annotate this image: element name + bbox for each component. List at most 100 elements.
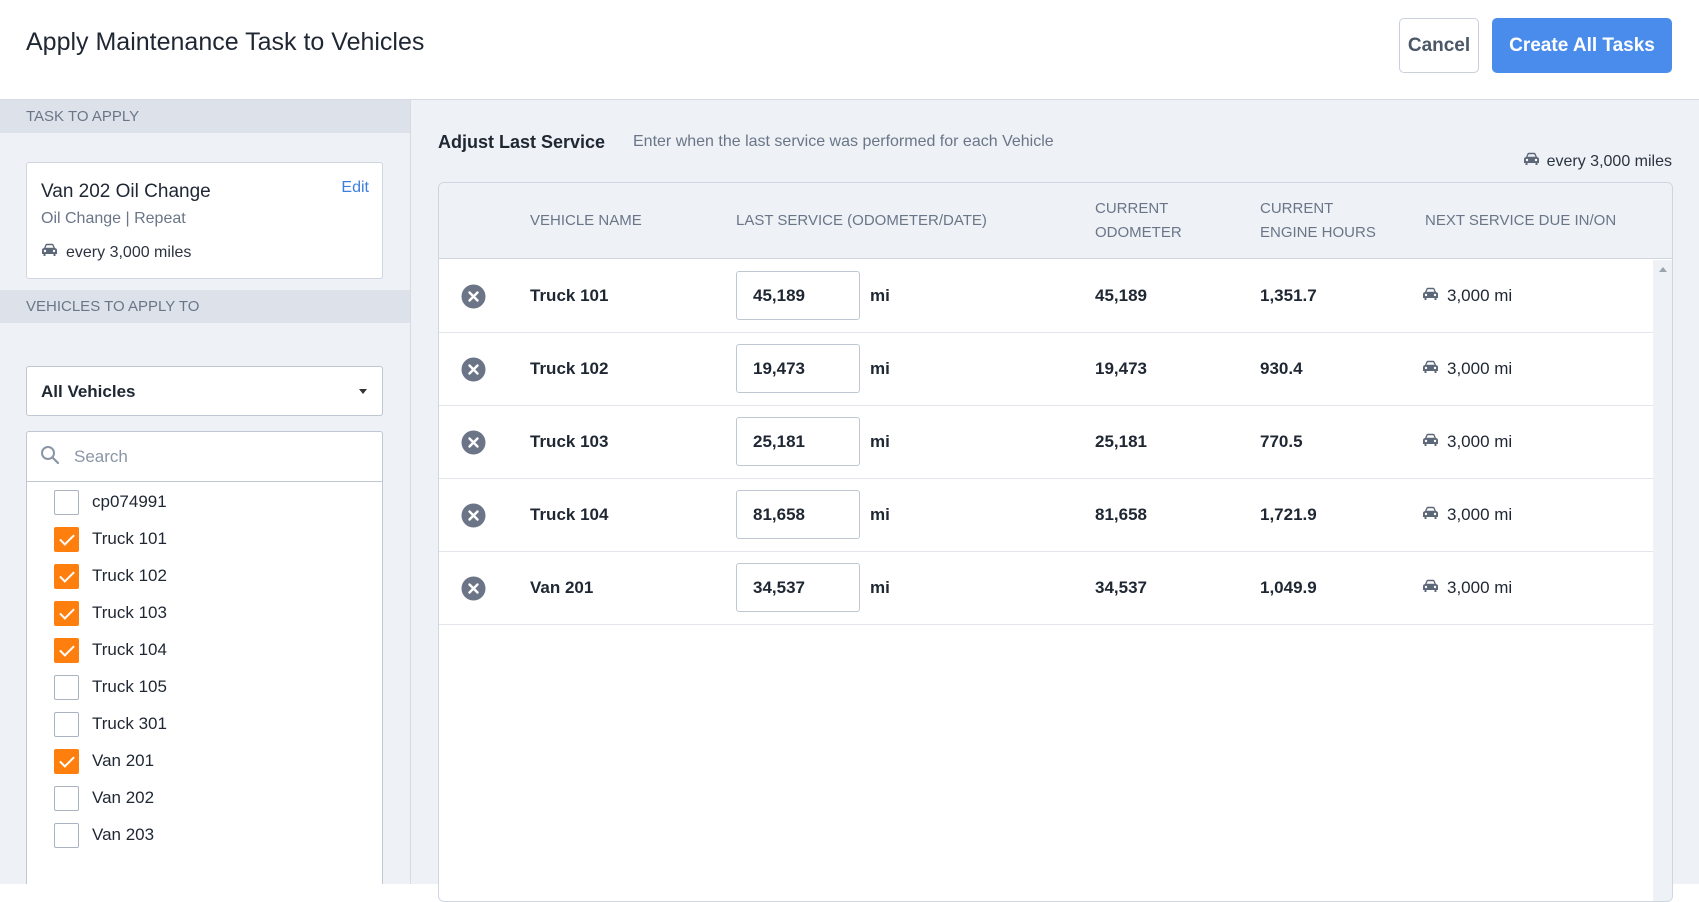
vehicle-checkbox[interactable] [54, 637, 79, 663]
vehicle-name: Truck 101 [530, 286, 609, 305]
table-row: Van 201 mi 34,537 1,049.9 3,000 mi [439, 552, 1653, 625]
vehicle-filter-select[interactable]: All Vehicles [26, 366, 383, 416]
vehicle-name: Truck 102 [530, 359, 609, 378]
next-service-value: 3,000 mi [1447, 505, 1513, 524]
vehicle-name: Truck 104 [530, 505, 609, 524]
next-service-value: 3,000 mi [1447, 286, 1513, 305]
next-service-value: 3,000 mi [1447, 578, 1513, 597]
vehicle-item[interactable]: cp074991 [54, 487, 167, 517]
main-panel: Adjust Last Service Enter when the last … [411, 100, 1699, 902]
page-title: Apply Maintenance Task to Vehicles [26, 28, 425, 56]
vehicle-item[interactable]: Van 203 [54, 820, 154, 850]
car-icon [41, 243, 58, 262]
table-row: Truck 104 mi 81,658 1,721.9 3,000 mi [439, 479, 1653, 552]
vehicle-filter-value: All Vehicles [41, 382, 136, 401]
vehicle-name: Van 201 [530, 578, 594, 597]
vehicle-label: Truck 301 [92, 714, 167, 733]
column-header-vehicle-name: VEHICLE NAME [530, 212, 642, 229]
vehicles-section-header: VEHICLES TO APPLY TO [0, 290, 410, 323]
vehicle-item[interactable]: Truck 103 [54, 598, 167, 628]
vehicle-checkbox[interactable] [54, 748, 79, 774]
car-icon [1422, 286, 1439, 306]
current-odometer: 19,473 [1095, 359, 1147, 378]
car-icon [1422, 578, 1439, 598]
car-icon [1422, 359, 1439, 379]
vehicle-label: Van 203 [92, 825, 155, 844]
next-service-due: 3,000 mi [1422, 432, 1512, 452]
odometer-unit: mi [870, 286, 890, 305]
vehicle-checkbox[interactable] [54, 526, 79, 552]
vehicle-checkbox[interactable] [54, 822, 79, 848]
scroll-up-arrow-icon[interactable] [1659, 267, 1667, 272]
next-service-value: 3,000 mi [1447, 432, 1513, 451]
vehicle-label: Truck 103 [92, 603, 167, 622]
vehicle-label: Truck 102 [92, 566, 167, 585]
last-service-input[interactable] [736, 417, 860, 466]
next-service-due: 3,000 mi [1422, 286, 1512, 306]
current-odometer: 81,658 [1095, 505, 1147, 524]
edit-task-link[interactable]: Edit [341, 179, 369, 196]
vehicle-label: Van 202 [92, 788, 155, 807]
last-service-input[interactable] [736, 271, 860, 320]
service-frequency: every 3,000 miles [1523, 152, 1672, 171]
remove-row-icon[interactable] [461, 284, 486, 314]
last-service-input[interactable] [736, 344, 860, 393]
engine-hours: 1,721.9 [1260, 505, 1317, 524]
next-service-due: 3,000 mi [1422, 359, 1512, 379]
odometer-unit: mi [870, 578, 890, 597]
remove-row-icon[interactable] [461, 430, 486, 460]
current-odometer: 45,189 [1095, 286, 1147, 305]
cancel-button[interactable]: Cancel [1399, 18, 1479, 73]
create-all-tasks-button[interactable]: Create All Tasks [1492, 18, 1672, 73]
column-header-current-odometer-line2: ODOMETER [1095, 224, 1182, 241]
vehicle-item[interactable]: Truck 102 [54, 561, 167, 591]
vehicle-checkbox[interactable] [54, 563, 79, 589]
next-service-due: 3,000 mi [1422, 578, 1512, 598]
engine-hours: 930.4 [1260, 359, 1303, 378]
vehicle-search [27, 432, 382, 482]
engine-hours: 1,049.9 [1260, 578, 1317, 597]
column-header-last-service: LAST SERVICE (ODOMETER/DATE) [736, 212, 987, 229]
vehicle-item[interactable]: Truck 301 [54, 709, 167, 739]
search-icon [40, 445, 60, 470]
table-row: Truck 102 mi 19,473 930.4 3,000 mi [439, 333, 1653, 406]
task-subtitle: Oil Change | Repeat [41, 210, 186, 227]
search-input[interactable] [74, 442, 364, 472]
vehicle-item[interactable]: Truck 104 [54, 635, 167, 665]
column-header-next-service: NEXT SERVICE DUE IN/ON [1425, 212, 1617, 229]
vehicle-checkbox[interactable] [54, 711, 79, 737]
odometer-unit: mi [870, 359, 890, 378]
vehicle-list: cp074991 Truck 101 Truck 102 Truck 103 T… [26, 431, 383, 884]
chevron-down-icon [359, 389, 367, 394]
vehicle-label: Van 201 [92, 751, 155, 770]
table-row: Truck 103 mi 25,181 770.5 3,000 mi [439, 406, 1653, 479]
car-icon [1523, 152, 1540, 171]
service-frequency-text: every 3,000 miles [1546, 152, 1672, 170]
last-service-input[interactable] [736, 563, 860, 612]
column-header-engine-hours-line2: ENGINE HOURS [1260, 224, 1376, 241]
section-description: Enter when the last service was performe… [633, 133, 1054, 150]
last-service-input[interactable] [736, 490, 860, 539]
vehicle-name: Truck 103 [530, 432, 609, 451]
sidebar: TASK TO APPLY Van 202 Oil Change Edit Oi… [0, 100, 411, 884]
vehicle-checkbox[interactable] [54, 785, 79, 811]
engine-hours: 770.5 [1260, 432, 1303, 451]
vehicle-item[interactable]: Truck 101 [54, 524, 167, 554]
remove-row-icon[interactable] [461, 576, 486, 606]
vehicle-label: Truck 101 [92, 529, 167, 548]
vehicle-label: cp074991 [92, 492, 167, 511]
vehicle-checkbox[interactable] [54, 600, 79, 626]
vehicle-item[interactable]: Van 202 [54, 783, 154, 813]
vehicle-item[interactable]: Van 201 [54, 746, 154, 776]
vehicle-table: VEHICLE NAME LAST SERVICE (ODOMETER/DATE… [438, 182, 1673, 902]
task-frequency-text: every 3,000 miles [66, 243, 192, 261]
car-icon [1422, 432, 1439, 452]
remove-row-icon[interactable] [461, 357, 486, 387]
vehicle-checkbox[interactable] [54, 489, 79, 515]
task-section-header: TASK TO APPLY [0, 100, 410, 133]
table-scrollbar[interactable] [1653, 260, 1672, 901]
vehicle-item[interactable]: Truck 105 [54, 672, 167, 702]
remove-row-icon[interactable] [461, 503, 486, 533]
vehicle-checkbox[interactable] [54, 674, 79, 700]
vehicle-label: Truck 104 [92, 640, 167, 659]
